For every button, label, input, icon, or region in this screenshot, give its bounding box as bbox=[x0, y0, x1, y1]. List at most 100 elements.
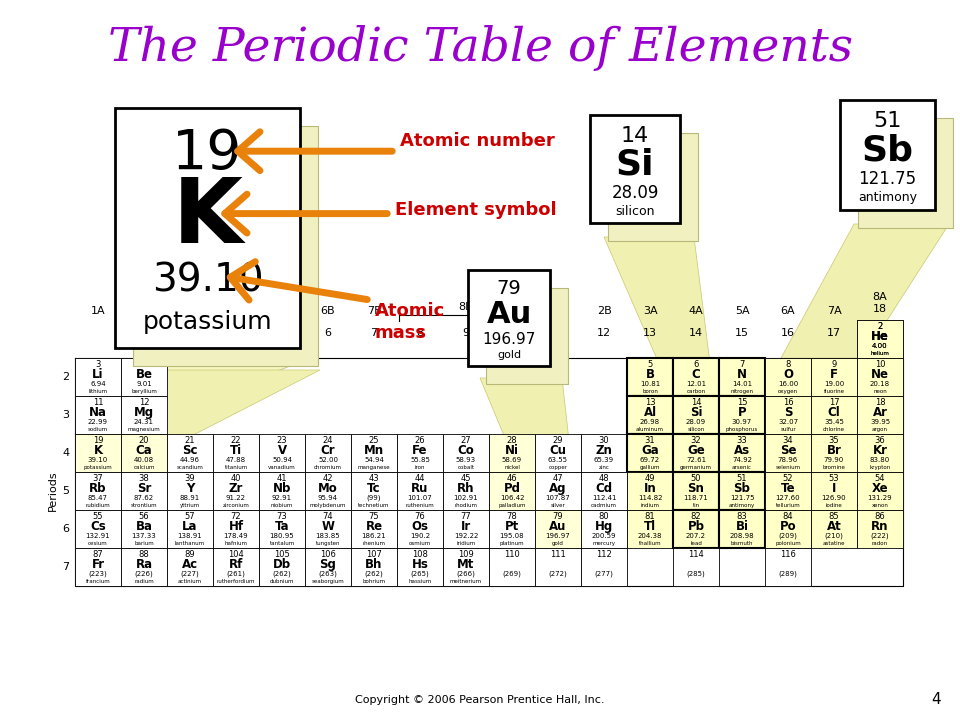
Text: 72.61: 72.61 bbox=[686, 457, 706, 463]
Text: 72: 72 bbox=[230, 513, 241, 521]
Text: Rn: Rn bbox=[872, 521, 889, 534]
Text: silicon: silicon bbox=[615, 204, 655, 217]
Bar bbox=[167, 434, 213, 472]
Text: Db: Db bbox=[273, 558, 291, 571]
Text: 4: 4 bbox=[62, 448, 69, 458]
Text: barium: barium bbox=[134, 541, 154, 546]
Text: 84: 84 bbox=[782, 513, 793, 521]
Bar bbox=[590, 115, 680, 223]
Text: 76: 76 bbox=[415, 513, 425, 521]
Text: 14: 14 bbox=[689, 328, 703, 338]
Text: 35.45: 35.45 bbox=[824, 419, 844, 425]
Text: Ra: Ra bbox=[135, 558, 153, 571]
Text: Pb: Pb bbox=[687, 521, 705, 534]
Text: tungsten: tungsten bbox=[316, 541, 340, 546]
Polygon shape bbox=[75, 362, 300, 434]
Text: 18: 18 bbox=[875, 398, 885, 408]
Text: Cd: Cd bbox=[595, 482, 612, 495]
Bar bbox=[443, 434, 489, 472]
Text: Ne: Ne bbox=[871, 368, 889, 381]
Bar bbox=[811, 396, 857, 434]
Text: sodium: sodium bbox=[88, 426, 108, 431]
Text: titanium: titanium bbox=[225, 464, 248, 469]
Text: (223): (223) bbox=[88, 570, 108, 577]
Text: V: V bbox=[277, 444, 287, 457]
Text: nitrogen: nitrogen bbox=[731, 389, 754, 394]
Bar bbox=[213, 510, 259, 548]
Text: 10: 10 bbox=[505, 328, 519, 338]
Text: 47.88: 47.88 bbox=[226, 457, 246, 463]
Bar bbox=[857, 434, 903, 472]
Text: antimony: antimony bbox=[729, 503, 756, 508]
Text: chlorine: chlorine bbox=[823, 426, 845, 431]
Text: 73: 73 bbox=[276, 513, 287, 521]
Text: manganese: manganese bbox=[358, 464, 391, 469]
Text: 88.91: 88.91 bbox=[180, 495, 200, 501]
Bar bbox=[673, 548, 719, 586]
Text: 32.07: 32.07 bbox=[778, 419, 798, 425]
Bar bbox=[213, 548, 259, 586]
Text: Ac: Ac bbox=[182, 558, 198, 571]
Text: iron: iron bbox=[415, 464, 425, 469]
Text: 102.91: 102.91 bbox=[454, 495, 478, 501]
Text: Ni: Ni bbox=[505, 444, 519, 457]
Text: Te: Te bbox=[780, 482, 795, 495]
Text: 6.94: 6.94 bbox=[90, 381, 106, 387]
Text: 25: 25 bbox=[369, 436, 379, 446]
Text: 46: 46 bbox=[507, 474, 517, 483]
Text: 32: 32 bbox=[690, 436, 702, 446]
Text: 50: 50 bbox=[691, 474, 701, 483]
Bar bbox=[397, 472, 443, 510]
Text: Mg: Mg bbox=[134, 406, 154, 419]
Text: S: S bbox=[783, 406, 792, 419]
Bar bbox=[765, 548, 811, 586]
Text: Ag: Ag bbox=[549, 482, 566, 495]
Text: Atomic number: Atomic number bbox=[400, 132, 555, 150]
Bar bbox=[75, 434, 121, 472]
Text: Ti: Ti bbox=[230, 444, 242, 457]
Bar bbox=[581, 548, 627, 586]
Text: 37: 37 bbox=[92, 474, 104, 483]
Text: 114: 114 bbox=[688, 550, 704, 559]
Bar bbox=[121, 434, 167, 472]
Text: 26.98: 26.98 bbox=[640, 419, 660, 425]
Text: cadmium: cadmium bbox=[591, 503, 617, 508]
Bar bbox=[167, 510, 213, 548]
Bar bbox=[75, 358, 121, 396]
Text: osmium: osmium bbox=[409, 541, 431, 546]
Text: 14: 14 bbox=[621, 125, 649, 145]
Text: Nb: Nb bbox=[273, 482, 291, 495]
Bar bbox=[351, 548, 397, 586]
Text: hassium: hassium bbox=[408, 579, 432, 583]
Text: 5B: 5B bbox=[275, 305, 289, 315]
Text: 107: 107 bbox=[366, 550, 382, 559]
Text: 28.09: 28.09 bbox=[612, 184, 659, 202]
Bar bbox=[443, 510, 489, 548]
Text: 9: 9 bbox=[463, 328, 469, 338]
Text: 20: 20 bbox=[139, 436, 149, 446]
Text: cobalt: cobalt bbox=[458, 464, 474, 469]
Text: 12.01: 12.01 bbox=[686, 381, 706, 387]
Bar bbox=[857, 472, 903, 510]
Text: 8: 8 bbox=[785, 360, 791, 369]
Text: 18: 18 bbox=[873, 328, 887, 338]
Bar bbox=[259, 434, 305, 472]
Bar bbox=[443, 472, 489, 510]
Text: 35: 35 bbox=[828, 436, 839, 446]
Text: 54: 54 bbox=[875, 474, 885, 483]
Bar bbox=[489, 434, 535, 472]
Text: 107.87: 107.87 bbox=[545, 495, 570, 501]
Text: Hg: Hg bbox=[595, 521, 613, 534]
Text: arsenic: arsenic bbox=[732, 464, 752, 469]
Polygon shape bbox=[608, 133, 698, 241]
Text: 7: 7 bbox=[62, 562, 69, 572]
Text: 137.33: 137.33 bbox=[132, 533, 156, 539]
Text: 9.01: 9.01 bbox=[136, 381, 152, 387]
Text: phosphorus: phosphorus bbox=[726, 426, 758, 431]
Bar bbox=[765, 358, 811, 396]
Text: 56: 56 bbox=[138, 513, 150, 521]
Text: W: W bbox=[322, 521, 334, 534]
Text: Xe: Xe bbox=[872, 482, 888, 495]
Bar bbox=[121, 472, 167, 510]
Text: 121.75: 121.75 bbox=[730, 495, 755, 501]
